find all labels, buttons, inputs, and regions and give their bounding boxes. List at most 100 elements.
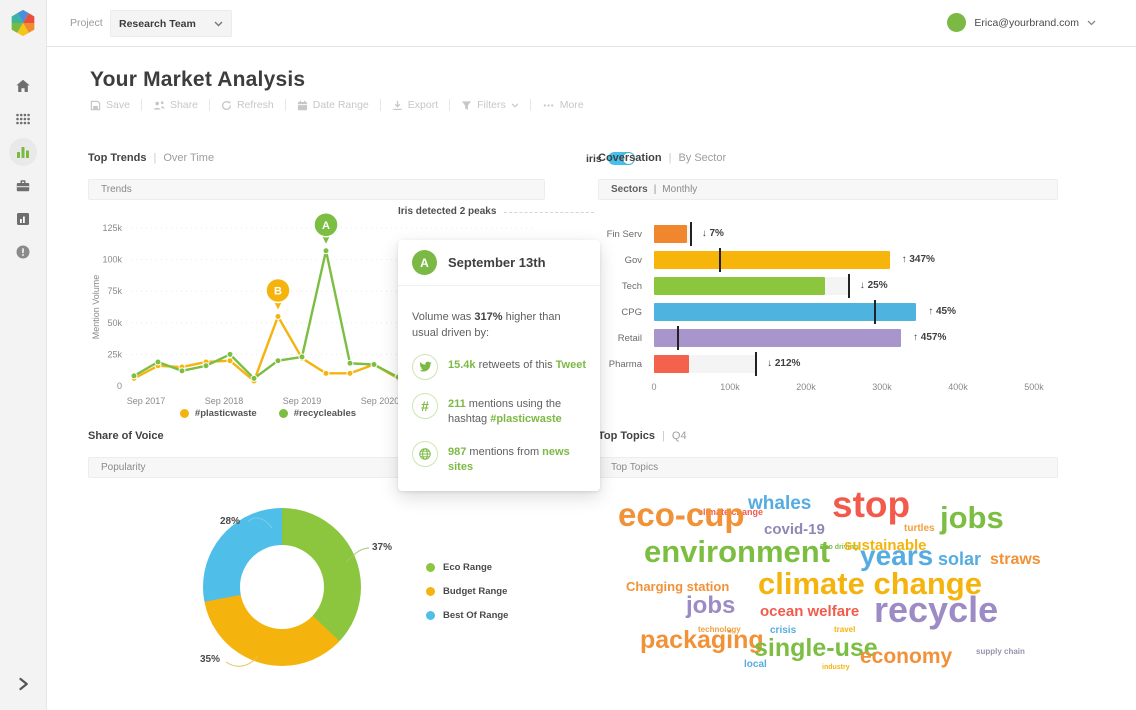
page-title: Your Market Analysis [90, 68, 306, 92]
topic-word[interactable]: environment [644, 534, 831, 569]
topic-word[interactable]: single-use [754, 634, 878, 662]
change-label: ↑ 457% [913, 332, 947, 343]
change-label: ↑ 347% [901, 254, 935, 265]
save-button[interactable]: Save [90, 99, 141, 111]
benchmark-tick [874, 300, 877, 324]
tooltip-header: A September 13th [398, 240, 600, 286]
topic-word[interactable]: turtles [904, 523, 935, 534]
divider [379, 99, 381, 111]
change-label: ↑ 45% [928, 306, 956, 317]
peak-marker-A[interactable]: A [313, 212, 339, 244]
sector-row-pharma[interactable]: Pharma ↓ 212% [598, 352, 1058, 376]
topic-word[interactable]: stop [832, 484, 911, 525]
topic-word[interactable]: jobs [686, 592, 736, 619]
save-icon [90, 100, 101, 110]
toggle-knob [622, 153, 634, 164]
filter-icon [462, 100, 472, 110]
topic-word[interactable]: travel [834, 625, 856, 634]
topic-word[interactable]: whales [748, 493, 812, 514]
iris-peaks-annotation: Iris detected 2 peaks [398, 206, 594, 217]
sidebar-item-apps[interactable] [9, 105, 37, 133]
sector-bar [654, 251, 890, 269]
share-button[interactable]: Share [142, 99, 209, 111]
svg-text:100k: 100k [102, 255, 122, 265]
topic-word[interactable]: economy [860, 645, 953, 668]
topic-word[interactable]: solar [938, 549, 982, 569]
trends-panel-header: Top Trends | Over Time iris [88, 152, 635, 165]
report-chart-icon [17, 213, 29, 225]
sidebar-expand-chevron-icon[interactable] [13, 674, 33, 694]
topic-word[interactable]: years [860, 540, 934, 571]
svg-text:Sep 2017: Sep 2017 [127, 396, 166, 406]
topic-word[interactable]: local [744, 659, 767, 670]
export-icon [393, 100, 402, 110]
topic-word[interactable]: eco-cup [618, 496, 745, 533]
export-button[interactable]: Export [381, 99, 449, 111]
brand-logo-icon[interactable] [8, 8, 38, 38]
donut-hole [240, 545, 324, 629]
topic-word[interactable]: technology [698, 625, 741, 634]
more-button[interactable]: More [531, 99, 595, 111]
sidebar-item-alerts[interactable] [9, 238, 37, 266]
donut-callout: 35% [200, 654, 221, 665]
sector-row-fin-serv[interactable]: Fin Serv ↓ 7% [598, 222, 1058, 246]
benchmark-tick [676, 326, 679, 350]
date-range-button[interactable]: Date Range [286, 99, 380, 111]
topic-word[interactable]: Eco driving [820, 544, 859, 551]
peak-marker-B[interactable]: B [265, 277, 291, 310]
benchmark-tick [755, 352, 758, 376]
svg-text:Mention Volume: Mention Volume [91, 275, 101, 340]
topic-word[interactable]: sustainable [844, 537, 927, 554]
topic-word[interactable]: ocean welfare [760, 603, 860, 620]
sidebar [0, 0, 47, 710]
tooltip-item-news: 987 mentions from news sites [412, 440, 586, 476]
topic-word[interactable]: climate change [698, 507, 764, 517]
svg-text:0: 0 [117, 381, 122, 391]
alert-icon [16, 245, 30, 259]
topic-word[interactable]: crisis [770, 625, 797, 636]
change-label: ↓ 25% [859, 280, 888, 291]
dashed-connector [504, 212, 594, 217]
filters-button[interactable]: Filters [450, 99, 530, 111]
svg-text:B: B [274, 285, 282, 297]
legend-item: Eco Range [426, 562, 508, 573]
benchmark-tick [847, 274, 850, 298]
sidebar-item-dashboards[interactable] [9, 138, 37, 166]
sector-row-tech[interactable]: Tech ↓ 25% [598, 274, 1058, 298]
sidebar-item-home[interactable] [9, 72, 37, 100]
svg-text:Sep 2020: Sep 2020 [361, 396, 400, 406]
sectors-bar-chart: Fin Serv ↓ 7% Gov ↑ 347% Tech ↓ 25% CPG ↑ 45% Re… [598, 222, 1058, 404]
topic-word[interactable]: recycle [874, 589, 999, 630]
briefcase-icon [16, 180, 30, 192]
topic-word[interactable]: industry [822, 664, 850, 671]
topic-word[interactable]: straws [990, 551, 1041, 568]
sector-row-gov[interactable]: Gov ↑ 347% [598, 248, 1058, 272]
legend-item: #plasticwaste [179, 408, 257, 419]
chevron-down-icon [1087, 20, 1096, 25]
sidebar-item-projects[interactable] [9, 172, 37, 200]
voice-donut-chart: 37% 35% 28% Eco Range Budget Range Best Of… [88, 482, 545, 700]
refresh-button[interactable]: Refresh [210, 99, 285, 111]
avatar [947, 13, 967, 32]
sector-bar [654, 303, 917, 321]
divider [208, 99, 210, 111]
twitter-icon [412, 353, 438, 380]
topic-word[interactable]: packaging [640, 626, 764, 654]
sector-bar [654, 355, 689, 373]
sector-row-cpg[interactable]: CPG ↑ 45% [598, 300, 1058, 324]
topic-word[interactable]: jobs [940, 500, 1004, 535]
topic-word[interactable]: Charging station [626, 579, 730, 594]
topic-word[interactable]: supply chain [976, 647, 1025, 656]
sidebar-item-reports[interactable] [9, 205, 37, 233]
user-menu[interactable]: Erica@yourbrand.com [947, 13, 1096, 32]
iris-toggle[interactable] [607, 152, 635, 165]
topic-word[interactable]: covid-19 [764, 521, 825, 538]
conversation-panel-header: Coversation | By Sector [598, 152, 727, 164]
tooltip-item-retweets: 15.4k retweets of this Tweet [412, 353, 586, 380]
project-select[interactable]: Research Team [110, 10, 232, 37]
tooltip-intro: Volume was 317% higher than usual driven… [412, 311, 561, 339]
sector-row-retail[interactable]: Retail ↑ 457% [598, 326, 1058, 350]
topic-word[interactable]: climate change [758, 566, 982, 601]
panel-subtitle: Q4 [671, 430, 687, 442]
